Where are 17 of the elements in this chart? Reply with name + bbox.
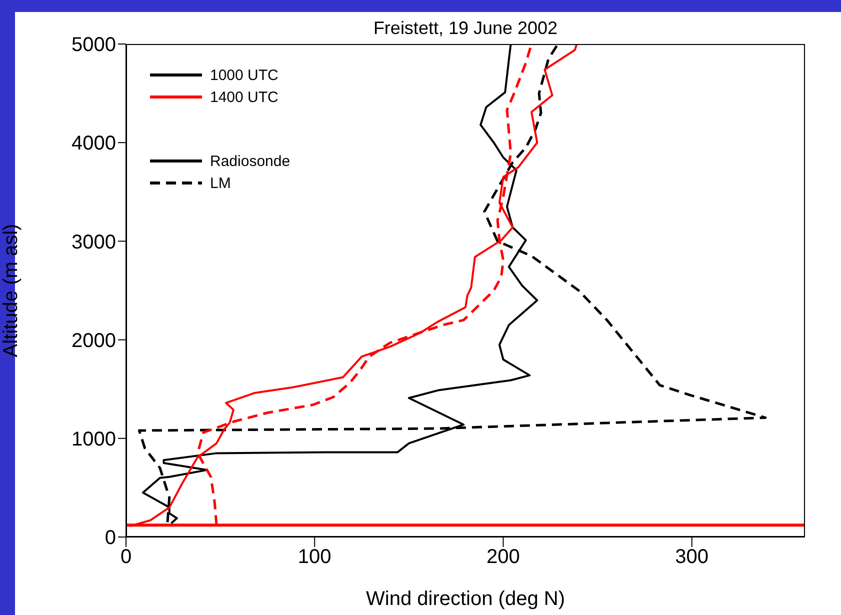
x-axis-title: Wind direction (deg N)	[366, 588, 565, 610]
y-tick-label: 0	[104, 527, 116, 550]
annotation: LM	[210, 174, 231, 192]
x-tick-label: 200	[486, 546, 520, 568]
legend-label: 1000 UTC	[210, 66, 278, 84]
chart-title: Freistett, 19 June 2002	[372, 18, 559, 39]
y-tick-label: 1000	[72, 428, 116, 450]
y-axis-title: Altitude (m asl)	[0, 224, 22, 358]
annotation: Radiosonde	[210, 152, 290, 170]
y-tick-label: 3000	[72, 231, 116, 254]
y-tick-label: 4000	[72, 132, 116, 155]
y-tick-label: 5000	[72, 34, 116, 56]
x-tick-label: 0	[120, 546, 132, 568]
y-tick-label: 2000	[72, 330, 116, 352]
legend-label: 1400 UTC	[210, 88, 278, 106]
x-tick-label: 300	[675, 546, 709, 568]
x-tick-label: 100	[298, 546, 332, 568]
